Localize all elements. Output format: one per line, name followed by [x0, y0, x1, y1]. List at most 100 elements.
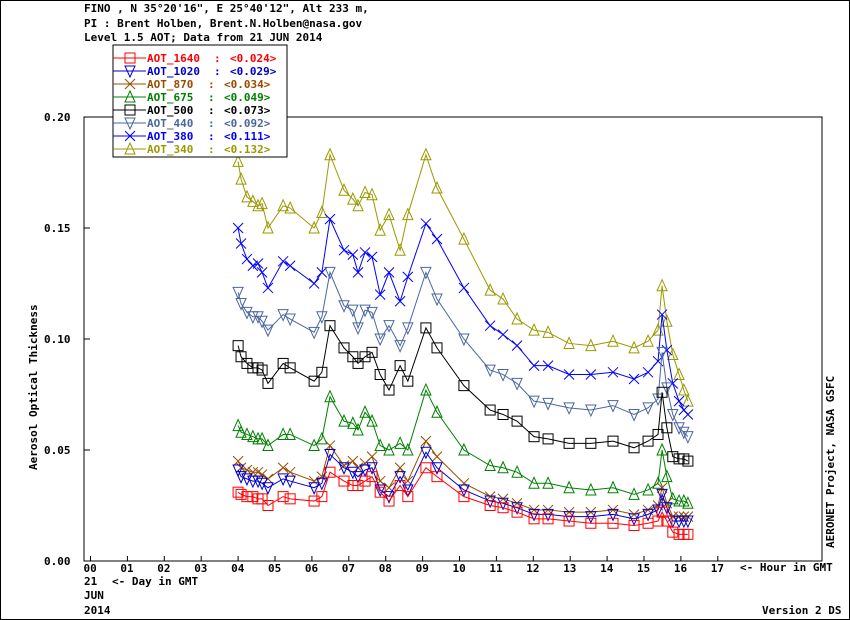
series-aot-675 [232, 382, 694, 509]
cross-marker [497, 329, 509, 340]
legend-label: AOT_440 [147, 117, 193, 130]
triangle-up-marker [511, 464, 523, 478]
cross-marker [431, 233, 443, 245]
square-marker [256, 493, 268, 505]
triangle-up-marker [324, 147, 336, 161]
triangle-up-marker [256, 431, 268, 445]
legend-mean: <0.029> [230, 65, 277, 78]
cross-marker [241, 253, 253, 265]
triangle-up-marker [458, 231, 470, 245]
triangle-up-marker [585, 482, 597, 496]
triangle-up-marker [394, 436, 406, 449]
triangle-down-marker [359, 304, 371, 318]
series-aot-1020 [232, 446, 694, 529]
triangle-up-marker [642, 482, 654, 496]
square-marker [458, 380, 470, 392]
series-line [237, 388, 689, 504]
x-tick-label: 16 [674, 562, 688, 575]
cross-marker [420, 435, 432, 447]
cross-marker [262, 473, 274, 485]
square-marker [682, 455, 694, 467]
y-tick-label: 0.10 [44, 333, 71, 346]
legend-item: AOT_500: <0.073> [113, 104, 271, 117]
triangle-up-marker [682, 496, 694, 509]
triangle-down-marker [252, 475, 264, 489]
triangle-down-marker [656, 488, 668, 502]
triangle-up-marker [383, 207, 395, 221]
cross-marker [642, 366, 654, 378]
triangle-up-marker [420, 147, 432, 161]
square-marker [338, 342, 350, 354]
square-marker [241, 357, 253, 369]
cross-marker [374, 289, 386, 300]
triangle-up-marker [338, 413, 350, 427]
cross-marker [284, 466, 296, 478]
cross-marker [124, 78, 136, 90]
triangle-down-marker [563, 402, 575, 416]
cross-marker [235, 238, 247, 249]
triangle-down-marker [324, 266, 336, 280]
legend-colon: : [208, 78, 215, 91]
triangle-up-marker [563, 480, 575, 494]
legend-colon: : [208, 91, 215, 104]
square-marker [528, 431, 540, 443]
square-marker [124, 52, 136, 64]
square-marker [277, 357, 289, 369]
square-marker [497, 502, 509, 514]
legend-colon: : [208, 104, 215, 117]
triangle-down-marker [642, 508, 654, 522]
square-marker [420, 322, 432, 334]
triangle-up-marker [252, 198, 264, 212]
legend-mean: <0.132> [224, 143, 271, 156]
square-marker [667, 451, 679, 463]
square-marker [374, 369, 386, 381]
triangle-up-marker [497, 460, 509, 474]
triangle-up-marker [607, 334, 619, 347]
square-marker [235, 351, 247, 363]
square-marker [542, 433, 554, 445]
triangle-down-marker [682, 431, 694, 444]
triangle-down-marker [628, 408, 640, 422]
triangle-down-marker [607, 400, 619, 413]
y-axis-label: Aerosol Optical Thickness [27, 304, 40, 470]
cross-marker [661, 344, 673, 356]
header-title: Level 1.5 AOT; Data from 21 JUN 2014 [84, 31, 323, 44]
square-marker [652, 515, 664, 527]
square-marker [316, 491, 328, 503]
cross-marker [324, 440, 336, 451]
triangle-down-marker [316, 311, 328, 325]
triangle-down-marker [607, 508, 619, 522]
triangle-up-marker [124, 89, 136, 103]
triangle-down-marker [394, 340, 406, 353]
cross-marker [484, 320, 496, 332]
cross-marker [402, 271, 414, 283]
legend-item: AOT_340: <0.132> [113, 141, 271, 156]
series-aot-380 [232, 213, 694, 420]
cross-marker [431, 451, 443, 463]
square-marker [359, 475, 371, 487]
triangle-up-marker [338, 183, 350, 196]
square-marker [284, 362, 296, 374]
x-tick-label: 05 [268, 562, 281, 575]
cross-marker [232, 455, 244, 467]
cross-marker [656, 482, 668, 494]
square-marker [585, 517, 597, 529]
square-marker [511, 415, 523, 427]
triangle-up-marker [277, 198, 289, 212]
triangle-up-marker [542, 325, 554, 338]
legend-item: AOT_870: <0.034> [113, 78, 271, 91]
triangle-down-marker [528, 395, 540, 409]
triangle-down-marker [124, 117, 136, 131]
cross-marker [338, 244, 350, 256]
cross-marker [667, 378, 679, 389]
triangle-down-marker [420, 446, 432, 460]
hour-axis-label: <- Hour in GMT [740, 561, 833, 574]
series-line [237, 152, 689, 402]
cross-marker [256, 469, 268, 480]
triangle-down-marker [673, 422, 685, 436]
series-line [237, 440, 688, 518]
legend-label: AOT_675 [147, 91, 193, 104]
triangle-up-marker [359, 405, 371, 418]
square-marker [262, 377, 274, 389]
header-pi: PI : Brent Holben, Brent.N.Holben@nasa.g… [84, 17, 363, 30]
